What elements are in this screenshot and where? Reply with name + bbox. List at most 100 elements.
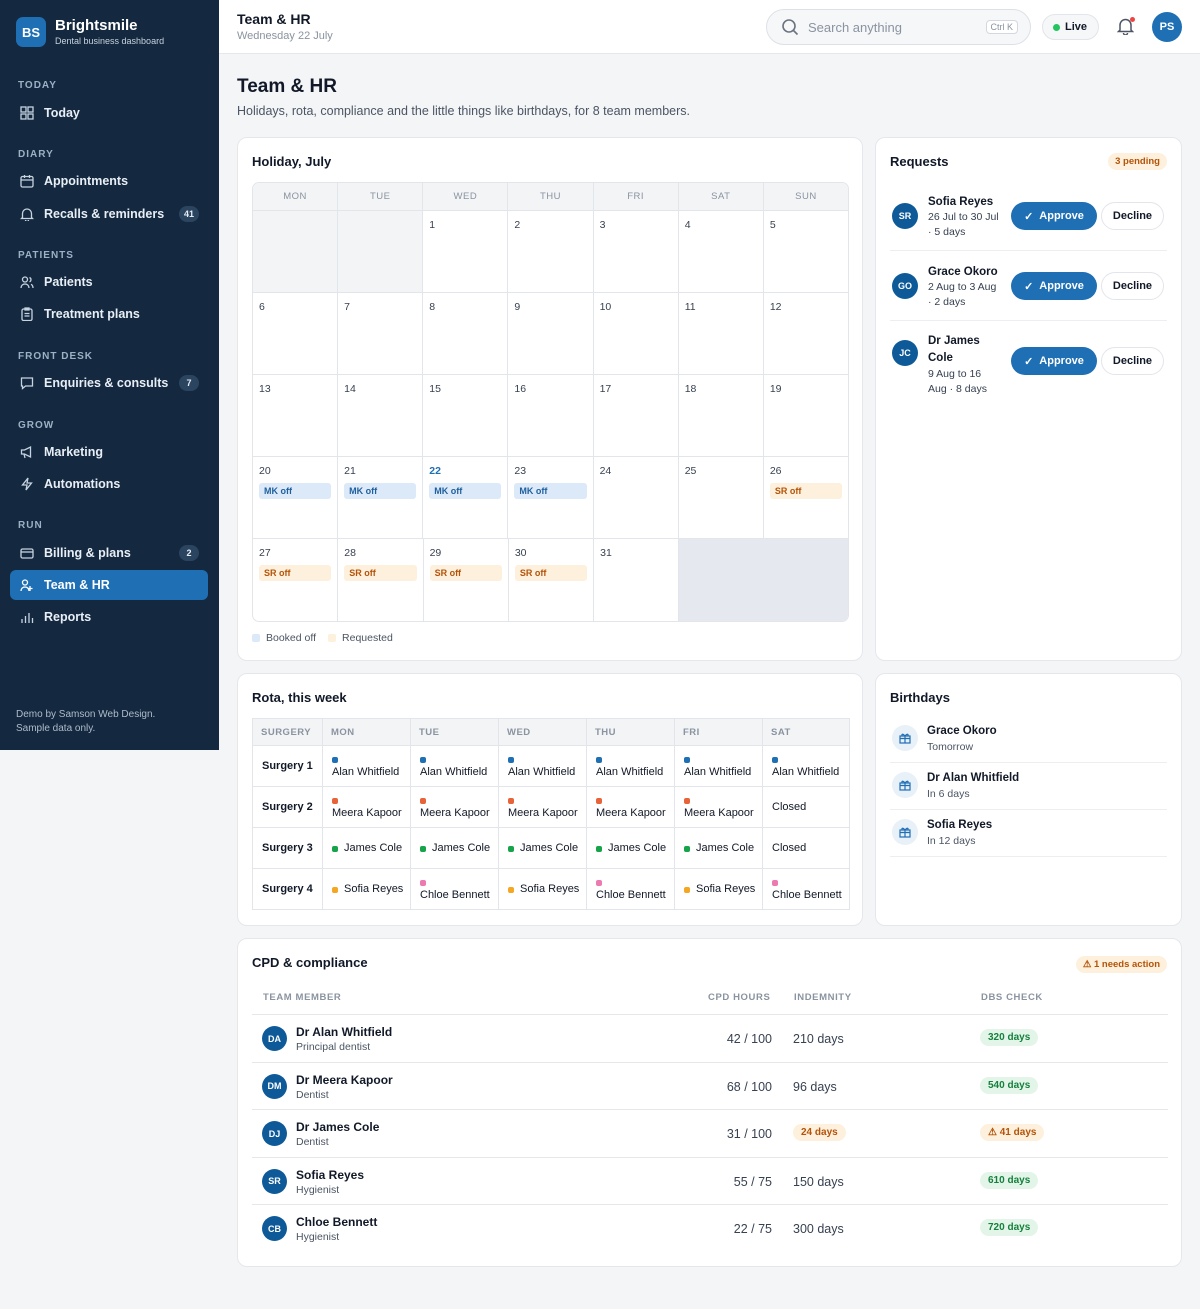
nav-item-automations[interactable]: Automations — [10, 469, 208, 499]
nav-item-reports[interactable]: Reports — [10, 602, 208, 632]
notifications-bell-icon[interactable] — [1116, 17, 1135, 40]
rota-shift[interactable]: Closed — [762, 786, 850, 828]
rota-shift[interactable]: Chloe Bennett — [586, 868, 675, 910]
nav-item-appointments[interactable]: Appointments — [10, 166, 208, 196]
calendar-day[interactable]: 9 — [508, 293, 594, 374]
calendar-day[interactable]: 2 — [508, 211, 594, 292]
calendar-day[interactable]: 4 — [679, 211, 764, 292]
rota-shift[interactable]: James Cole — [674, 827, 763, 869]
search-input[interactable]: Search anything Ctrl K — [766, 9, 1031, 45]
holiday-booked-chip[interactable]: MK off — [429, 483, 502, 499]
calendar-day[interactable]: 10 — [594, 293, 679, 374]
nav-item-team-hr[interactable]: Team & HR — [10, 570, 208, 600]
rota-shift[interactable]: Meera Kapoor — [322, 786, 411, 828]
rota-shift[interactable]: Meera Kapoor — [410, 786, 499, 828]
decline-button[interactable]: Decline — [1101, 272, 1164, 300]
calendar-day[interactable]: 18 — [679, 375, 764, 456]
rota-shift[interactable]: Meera Kapoor — [498, 786, 587, 828]
calendar-day[interactable]: 28 SR off — [338, 539, 424, 621]
nav-item-marketing[interactable]: Marketing — [10, 437, 208, 467]
nav-item-treatment-plans[interactable]: Treatment plans — [10, 299, 208, 329]
rota-shift[interactable]: Sofia Reyes — [674, 868, 763, 910]
calendar-day[interactable]: 8 — [423, 293, 509, 374]
calendar-weekdays: MON TUE WED THU FRI SAT SUN — [253, 183, 848, 211]
calendar-day-number: 23 — [514, 465, 527, 477]
dbs-status-badge: 540 days — [980, 1076, 1039, 1094]
rota-shift[interactable]: Alan Whitfield — [674, 745, 763, 787]
rota-shift[interactable]: Alan Whitfield — [762, 745, 850, 787]
rota-shift[interactable]: Alan Whitfield — [498, 745, 587, 787]
rota-shift[interactable]: Chloe Bennett — [762, 868, 850, 910]
holiday-booked-chip[interactable]: MK off — [344, 483, 417, 499]
calendar-day[interactable]: 17 — [594, 375, 679, 456]
rota-shift[interactable]: Chloe Bennett — [410, 868, 499, 910]
cpd-row: DM Dr Meera Kapoor Dentist 68 / 100 96 days 5… — [252, 1061, 1168, 1110]
nav-item-today[interactable]: Today — [10, 98, 208, 128]
brand[interactable]: BS Brightsmile Dental business dashboard — [16, 17, 164, 47]
staff-color-dot — [420, 880, 426, 886]
weekday-label: THU — [508, 183, 594, 210]
rota-shift[interactable]: Sofia Reyes — [498, 868, 587, 910]
holiday-requested-chip[interactable]: SR off — [769, 483, 842, 499]
live-status[interactable]: Live — [1042, 14, 1099, 40]
member-avatar: SR — [262, 1168, 287, 1194]
rota-shift[interactable]: James Cole — [410, 827, 499, 869]
calendar-day[interactable]: 30 SR off — [509, 539, 595, 621]
calendar-day[interactable]: 1 — [423, 211, 509, 292]
nav-item-patients[interactable]: Patients — [10, 267, 208, 297]
nav-item-label: Reports — [44, 610, 92, 624]
calendar-day[interactable]: 3 — [594, 211, 679, 292]
holiday-requested-chip[interactable]: SR off — [344, 565, 417, 581]
rota-shift[interactable]: Meera Kapoor — [674, 786, 763, 828]
calendar-day[interactable]: 12 — [764, 293, 848, 374]
rota-shift[interactable]: Alan Whitfield — [410, 745, 499, 787]
calendar-day-number: 19 — [769, 383, 782, 395]
rota-shift[interactable]: James Cole — [586, 827, 675, 869]
rota-shift[interactable]: Meera Kapoor — [586, 786, 675, 828]
decline-button[interactable]: Decline — [1101, 347, 1164, 375]
rota-shift[interactable]: Alan Whitfield — [322, 745, 411, 787]
holiday-requested-chip[interactable]: SR off — [514, 565, 588, 581]
approve-button[interactable]: ✓ Approve — [1011, 272, 1097, 300]
calendar-day[interactable]: 26 SR off — [764, 457, 848, 538]
holiday-requested-chip[interactable]: SR off — [429, 565, 502, 581]
member-role: Dentist — [296, 1088, 329, 1101]
calendar-day[interactable]: 24 — [594, 457, 679, 538]
calendar-day[interactable]: 14 — [338, 375, 424, 456]
calendar-day[interactable]: 16 — [508, 375, 594, 456]
nav-item-enquiries-consults[interactable]: Enquiries & consults 7 — [10, 368, 208, 398]
user-avatar[interactable]: PS — [1152, 12, 1182, 42]
holiday-booked-chip[interactable]: MK off — [259, 483, 332, 499]
calendar-day[interactable]: 25 — [679, 457, 764, 538]
decline-button[interactable]: Decline — [1101, 202, 1164, 230]
rota-shift[interactable]: Alan Whitfield — [586, 745, 675, 787]
calendar-day[interactable]: 20 MK off — [253, 457, 339, 538]
calendar-day[interactable]: 7 — [338, 293, 424, 374]
rota-shift[interactable]: James Cole — [322, 827, 411, 869]
birthday-name: Dr Alan Whitfield — [927, 772, 1020, 784]
calendar-day[interactable]: 31 — [594, 539, 680, 621]
calendar-day[interactable]: 29 SR off — [424, 539, 509, 621]
approve-button[interactable]: ✓ Approve — [1011, 202, 1097, 230]
rota-shift[interactable]: James Cole — [498, 827, 587, 869]
calendar-day[interactable]: 22 MK off — [423, 457, 509, 538]
calendar-day[interactable]: 11 — [679, 293, 764, 374]
calendar-day[interactable]: 13 — [253, 375, 339, 456]
request-dates: 26 Jul to 30 Jul · 5 days — [928, 211, 999, 238]
calendar-day[interactable]: 23 MK off — [508, 457, 594, 538]
nav-item-recalls-reminders[interactable]: Recalls & reminders 41 — [10, 199, 208, 229]
calendar-day[interactable]: 15 — [423, 375, 509, 456]
live-label: Live — [1065, 21, 1088, 33]
calendar-day[interactable]: 21 MK off — [338, 457, 424, 538]
calendar-day[interactable]: 19 — [764, 375, 848, 456]
approve-button[interactable]: ✓ Approve — [1011, 347, 1097, 375]
rota-shift[interactable]: Sofia Reyes — [322, 868, 411, 910]
rota-shift[interactable]: Closed — [762, 827, 850, 869]
calendar-day[interactable]: 27 SR off — [253, 539, 339, 621]
holiday-booked-chip[interactable]: MK off — [514, 483, 587, 499]
calendar-day-number: 14 — [344, 383, 356, 395]
holiday-requested-chip[interactable]: SR off — [259, 565, 332, 581]
calendar-day[interactable]: 5 — [764, 211, 848, 292]
calendar-day[interactable]: 6 — [253, 293, 339, 374]
nav-item-billing-plans[interactable]: Billing & plans 2 — [10, 538, 208, 568]
